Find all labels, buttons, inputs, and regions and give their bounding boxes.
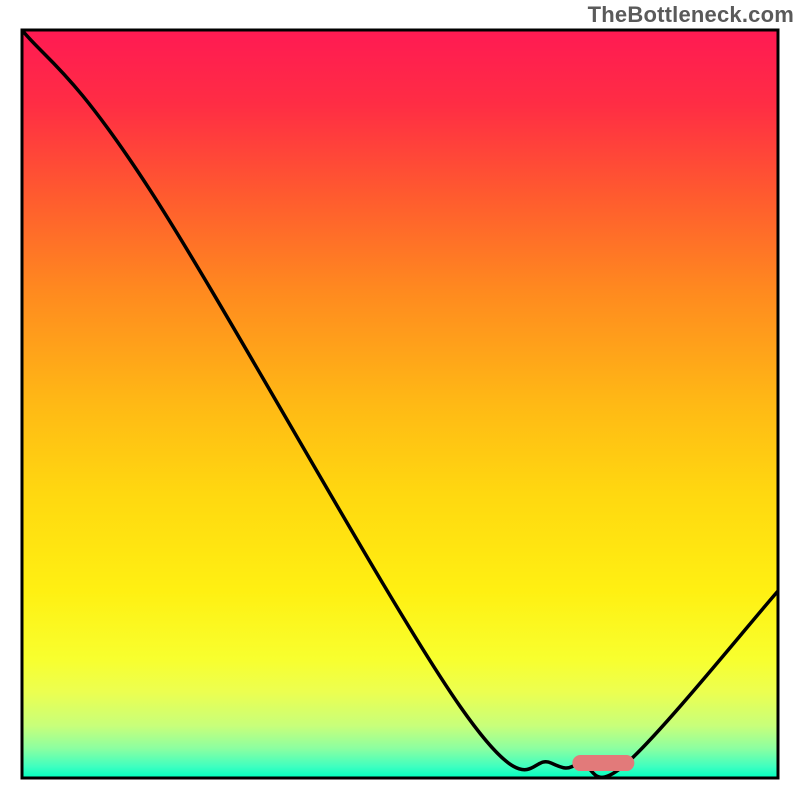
gradient-background [22,30,778,778]
bottleneck-chart [0,0,800,800]
optimal-marker [572,755,634,771]
watermark-text: TheBottleneck.com [588,2,794,28]
chart-container: TheBottleneck.com [0,0,800,800]
